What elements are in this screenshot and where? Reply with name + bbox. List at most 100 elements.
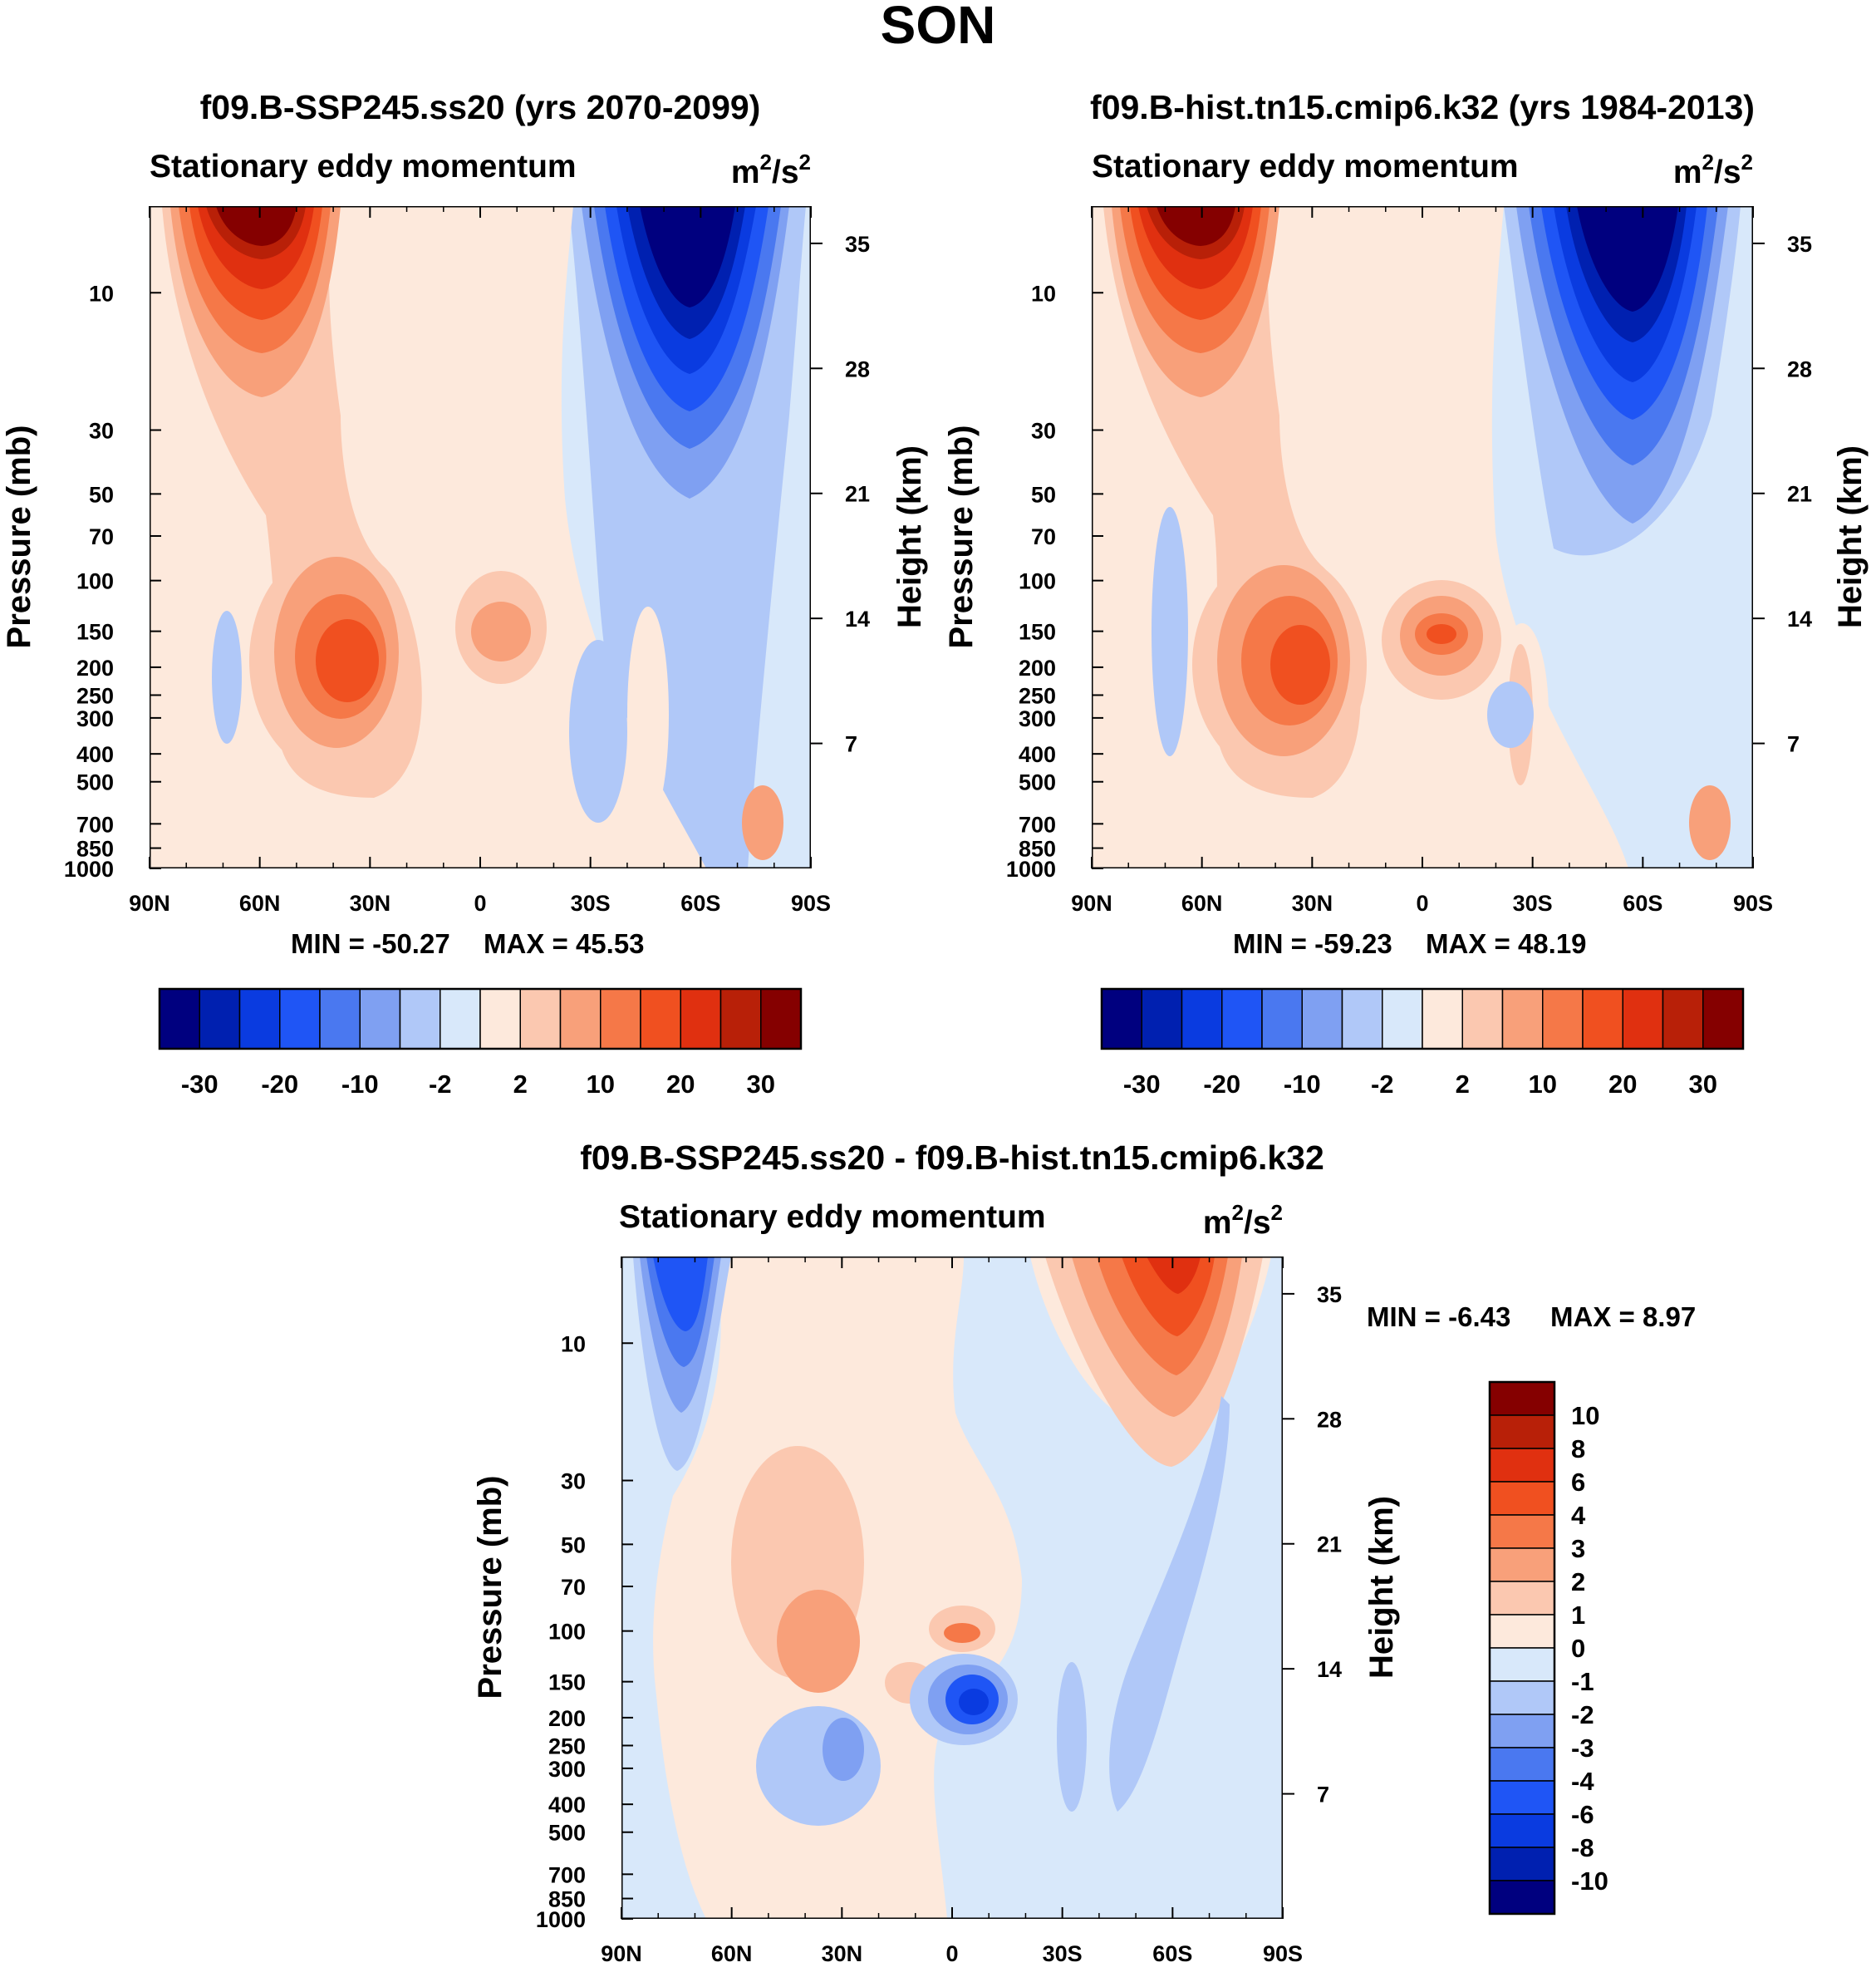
- panel-b-colorbar-label: 10: [1529, 1070, 1557, 1099]
- panel-c-y2tick-label: 35: [1317, 1282, 1342, 1307]
- panel-c-colorbar-swatch: [1489, 1813, 1555, 1848]
- panel-b-ytick-label: 10: [1031, 281, 1056, 306]
- panel-b-y2tick-label: 7: [1787, 732, 1800, 757]
- panel-c-ytick-label: 1000: [536, 1907, 586, 1932]
- panel-b-colorbar-swatch: [1341, 988, 1383, 1050]
- panel-c-colorbar-swatch: [1489, 1547, 1555, 1582]
- panel-c-ytick-label: 850: [548, 1887, 586, 1912]
- panel-c-axes: 90N 60N 30N 0 30S 60S 90S103050701001502002503…: [536, 1257, 1342, 1966]
- panel-b-colorbar-swatch: [1301, 988, 1343, 1050]
- panel-b-colorbar-label: -30: [1123, 1070, 1161, 1099]
- panel-c: f09.B-SSP245.ss20 - f09.B-hist.tn15.cmip…: [472, 1139, 1696, 1966]
- panel-b-ytick-label: 70: [1031, 524, 1056, 549]
- panel-b-plot: [1092, 206, 1753, 868]
- panel-b-ytick-label: 850: [1019, 837, 1056, 862]
- panel-a-colorbar-label: 2: [513, 1070, 528, 1099]
- panel-b-ytick-label: 50: [1031, 482, 1056, 507]
- panel-a-xtick-label: 60N: [239, 891, 281, 916]
- panel-c-colorbar-swatch: [1489, 1780, 1555, 1815]
- panel-c-colorbar-label: -1: [1571, 1667, 1594, 1696]
- panel-a-colorbar-swatch: [199, 988, 241, 1050]
- panel-c-colorbar-swatch: [1489, 1880, 1555, 1915]
- panel-b-colorbar-swatch: [1181, 988, 1223, 1050]
- panel-c-left-label: Stationary eddy momentum: [619, 1199, 1046, 1235]
- panel-b-xtick-label: 30N: [1292, 891, 1333, 916]
- panel-b-colorbar-swatch: [1542, 988, 1584, 1050]
- panel-c-ytick-label: 400: [548, 1793, 586, 1817]
- panel-c-ytick-label: 50: [561, 1532, 586, 1557]
- panel-c-colorbar-frame: [1488, 1380, 1556, 1916]
- panel-b-ytick-label: 400: [1019, 742, 1056, 767]
- panel-a-ytick-label: 50: [89, 482, 114, 507]
- panel-a-xtick-label: 30S: [571, 891, 611, 916]
- panel-c-blob-pos6: [757, 1257, 793, 1301]
- panel-b-colorbar: -30 -20 -10 -2 2 10 20 30: [1100, 987, 1745, 1099]
- panel-b-y2tick-label: 21: [1787, 482, 1812, 507]
- panel-c-streak-neg: [1109, 1396, 1230, 1812]
- panel-c-colorbar-swatch: [1489, 1448, 1555, 1483]
- panel-b-ylabel: Pressure (mb): [943, 425, 980, 649]
- panel-c-colorbar-swatch: [1489, 1714, 1555, 1748]
- panel-c-ytick-label: 70: [561, 1575, 586, 1600]
- panel-c-ytick-label: 150: [548, 1670, 586, 1695]
- panel-c-colorbar-label: -8: [1571, 1833, 1594, 1862]
- panel-a-ytick-label: 100: [76, 569, 114, 594]
- panel-c-ytick-label: 300: [548, 1757, 586, 1782]
- panel-c-streak-neg2: [1057, 1662, 1087, 1812]
- panel-b-y2tick-label: 14: [1787, 607, 1812, 632]
- panel-a-colorbar-swatch: [319, 988, 361, 1050]
- panel-c-colorbar-swatch: [1489, 1381, 1555, 1416]
- panel-c-blob-neg1: [756, 1706, 881, 1826]
- panel-b-ytick-label: 150: [1019, 620, 1056, 645]
- panel-a-colorbar-label: -2: [429, 1070, 452, 1099]
- panel-c-colorbar-swatch: [1489, 1481, 1555, 1516]
- panel-c-colorbar-label: 1: [1571, 1601, 1585, 1630]
- panel-a-ylabel: Pressure (mb): [1, 425, 37, 649]
- panel-a-blob-4: [742, 785, 783, 860]
- panel-c-colorbar-label: 2: [1571, 1567, 1585, 1596]
- panel-c-colorbar-swatch: [1489, 1414, 1555, 1449]
- panel-a-ytick-label: 1000: [64, 857, 114, 882]
- panel-c-colorbar-label: 10: [1571, 1401, 1599, 1430]
- panel-c-blob-neg6: [959, 1689, 989, 1715]
- panel-c-ytick-label: 100: [548, 1620, 586, 1645]
- panel-b-xtick-label: 0: [1416, 891, 1428, 916]
- panel-a-xtick-label: 30N: [350, 891, 391, 916]
- panel-b-ytick-label: 300: [1019, 706, 1056, 731]
- panel-b-xtick-label: 90N: [1071, 891, 1112, 916]
- panel-c-y2tick-label: 21: [1317, 1532, 1342, 1557]
- panel-b-colorbar-swatch: [1501, 988, 1544, 1050]
- panel-c-ytick-label: 500: [548, 1821, 586, 1846]
- panel-a-ytick-label: 700: [76, 812, 114, 837]
- panel-c-colorbar-swatch: [1489, 1647, 1555, 1682]
- panel-a-jet-eq-3: [471, 602, 531, 661]
- panel-c-title: f09.B-SSP245.ss20 - f09.B-hist.tn15.cmip…: [580, 1139, 1324, 1177]
- panel-a-xtick-label: 60S: [680, 891, 720, 916]
- panel-c-units: m2/s2: [1203, 1200, 1283, 1241]
- panel-b-ytick-label: 30: [1031, 419, 1056, 444]
- panel-b-colorbar-swatch: [1382, 988, 1423, 1050]
- panel-a-colorbar-swatch: [279, 988, 321, 1050]
- panel-c-xtick-label: 60N: [711, 1941, 753, 1966]
- panel-c-xtick-label: 0: [945, 1941, 958, 1966]
- panel-a: f09.B-SSP245.ss20 (yrs 2070-2099) Statio…: [1, 88, 928, 1099]
- panel-c-colorbar-label: -2: [1571, 1700, 1594, 1729]
- panel-a-y2tick-label: 7: [845, 732, 857, 757]
- panel-b-colorbar-label: 20: [1608, 1070, 1637, 1099]
- panel-c-ytick-label: 250: [548, 1734, 586, 1758]
- panel-b-y2tick-label: 35: [1787, 232, 1812, 257]
- panel-c-colorbar-label: 3: [1571, 1534, 1585, 1563]
- panel-c-colorbar-label: 8: [1571, 1434, 1585, 1463]
- panel-c-colorbar-label: -4: [1571, 1767, 1594, 1796]
- panel-a-ytick-label: 200: [76, 656, 114, 681]
- main-title: SON: [881, 0, 996, 55]
- panel-b-colorbar-label: -10: [1284, 1070, 1321, 1099]
- panel-b-jet-eq-4: [1427, 624, 1456, 644]
- panel-b-jet-nh-4: [1270, 625, 1330, 705]
- panel-a-jet-nh-4: [316, 619, 379, 702]
- panel-b-colorbar-label: -2: [1371, 1070, 1394, 1099]
- panel-a-y2tick-label: 28: [845, 357, 870, 381]
- panel-b-colorbar-label: 2: [1456, 1070, 1470, 1099]
